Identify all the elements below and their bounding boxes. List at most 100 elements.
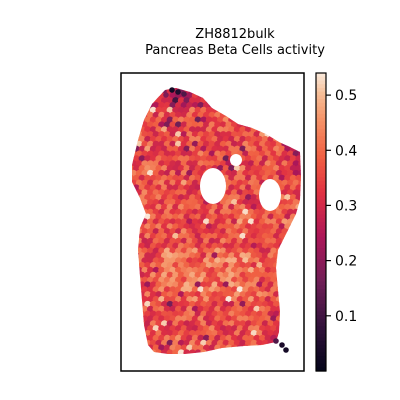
colorbar-segment — [316, 158, 326, 164]
tissue-spot — [245, 349, 252, 354]
tissue-spot — [253, 102, 261, 109]
tissue-spot — [261, 97, 269, 104]
tissue-spot — [264, 111, 272, 119]
tissue-spot — [132, 203, 135, 211]
plot-frame — [120, 72, 305, 372]
tissue-spot — [125, 92, 132, 99]
tissue-spot — [135, 218, 143, 226]
tissue-spot — [284, 339, 291, 347]
colorbar-segment — [316, 348, 326, 353]
tissue-spot — [233, 88, 241, 95]
tissue-spot — [292, 325, 300, 332]
tissue-spot — [231, 102, 238, 109]
tissue-spot — [278, 97, 286, 104]
colorbar-segment — [316, 318, 326, 324]
colorbar-segment — [316, 177, 326, 182]
tissue-spot — [133, 97, 140, 104]
colorbar-segment — [316, 117, 326, 123]
tissue-spot — [281, 266, 289, 274]
tissue-spot — [125, 277, 132, 284]
tissue-spot — [132, 102, 138, 109]
tissue-hole — [259, 179, 281, 211]
tissue-spot — [273, 349, 280, 354]
tissue-spot — [125, 218, 132, 225]
tissue-spot — [132, 325, 138, 332]
tissue-spot — [278, 88, 286, 95]
tissue-spot — [253, 92, 261, 100]
tissue-spot — [191, 88, 199, 90]
tissue-spot — [133, 223, 140, 231]
colorbar-segment — [316, 222, 326, 227]
tissue-spot — [132, 208, 138, 216]
colorbar-tick-label: 0.3 — [335, 198, 357, 214]
tissue-spot — [278, 252, 286, 260]
tissue-spot — [295, 281, 301, 289]
tissue-spot — [144, 88, 152, 95]
tissue-spot — [267, 106, 275, 114]
tissue-spot — [194, 349, 202, 354]
colorbar-segment — [316, 151, 326, 156]
tissue-spot — [239, 349, 247, 354]
tissue-spot — [211, 349, 219, 354]
tissue-spot — [163, 88, 171, 90]
tissue-spot — [132, 88, 138, 90]
colorbar-tick-label: 0.5 — [335, 88, 357, 104]
tissue-spot — [292, 218, 300, 226]
tissue-spot — [169, 354, 176, 361]
tissue-spot — [132, 300, 135, 308]
tissue-spot — [289, 116, 297, 124]
tissue-spot — [284, 281, 291, 289]
tissue-spot — [236, 344, 244, 352]
colorbar-segment — [316, 330, 326, 335]
tissue-spot — [270, 92, 277, 100]
tissue-spot — [281, 315, 289, 323]
edge-spot — [273, 338, 279, 344]
tissue-spot — [267, 88, 275, 95]
tissue-spot — [250, 106, 258, 114]
edge-spot — [283, 347, 289, 353]
tissue-spot — [295, 349, 301, 354]
tissue-spot — [253, 354, 260, 361]
tissue-spot — [289, 271, 297, 279]
colorbar-segment — [316, 326, 326, 331]
tissue-spot — [125, 131, 132, 138]
tissue-spot — [281, 296, 289, 303]
tissue-spot — [287, 228, 294, 235]
tissue-spot — [275, 102, 283, 109]
tissue-spot — [259, 354, 266, 361]
tissue-spot — [225, 102, 233, 109]
tissue-spot — [253, 344, 261, 352]
tissue-spot — [253, 121, 261, 129]
colorbar: 0.1 0.2 0.3 0.4 0.5 — [315, 72, 357, 372]
tissue-spot — [132, 252, 135, 260]
tissue-spot — [287, 266, 294, 274]
tissue-spot — [292, 140, 300, 148]
tissue-spot — [259, 92, 266, 100]
colorbar-segment — [316, 140, 326, 145]
tissue-spot — [236, 111, 244, 119]
colorbar-segment — [316, 91, 326, 96]
tissue-spot — [273, 116, 280, 124]
tissue-spot — [289, 291, 297, 298]
tissue-spot — [289, 242, 297, 250]
tissue-spot — [231, 92, 238, 100]
tissue-spot — [133, 126, 140, 133]
colorbar-segment — [316, 73, 326, 78]
tissue-spot — [132, 199, 138, 206]
tissue-spot — [125, 170, 132, 177]
edge-spot — [181, 91, 187, 97]
tissue-spot — [125, 180, 132, 187]
tissue-spot — [287, 334, 294, 342]
tissue-spot — [208, 92, 216, 100]
tissue-spot — [211, 88, 219, 95]
tissue-spot — [228, 88, 236, 95]
tissue-spot — [287, 276, 294, 284]
tissue-spot — [125, 199, 132, 206]
tissue-spot — [247, 111, 255, 119]
colorbar-segment — [316, 203, 326, 208]
tissue-spot — [295, 213, 301, 221]
colorbar-segment — [316, 262, 326, 268]
tissue-spot — [133, 320, 140, 328]
tissue-spot — [132, 262, 135, 269]
tissue-spot — [295, 252, 301, 260]
